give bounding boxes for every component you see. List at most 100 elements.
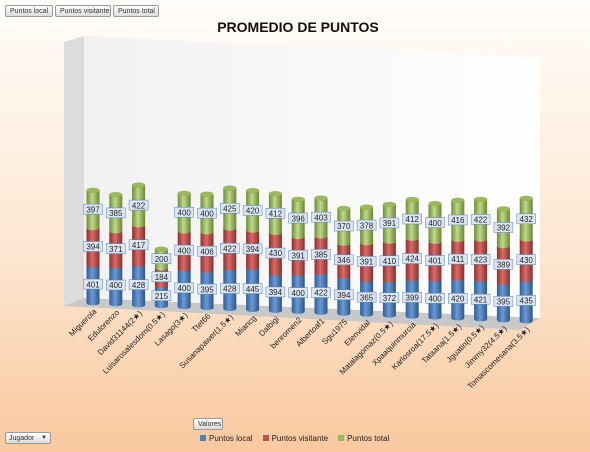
data-label: 416	[448, 214, 468, 226]
data-label-box	[174, 244, 194, 256]
data-label: 411	[448, 253, 468, 265]
category-label: Ttet66	[190, 311, 213, 334]
data-label: 430	[516, 254, 536, 265]
data-label: 395	[197, 283, 217, 295]
bar-cap	[473, 196, 488, 203]
data-label: 424	[402, 253, 422, 264]
filter-label: Jugador	[9, 435, 35, 442]
bars: 4013943974003713854284174222151842004004…	[83, 182, 536, 324]
bar-group: 365 391 378	[356, 204, 377, 317]
data-label-box	[151, 290, 172, 301]
bar-cap	[223, 185, 237, 191]
data-label: 397	[83, 203, 103, 215]
bar-group: 400 371 385	[106, 192, 126, 307]
data-label-text: 428	[223, 285, 237, 294]
data-label-text: 400	[178, 208, 192, 217]
bar-cap	[291, 196, 305, 202]
data-label-text: 391	[292, 251, 306, 260]
data-label-box	[242, 205, 263, 216]
data-label-text: 432	[520, 215, 534, 224]
data-label-text: 396	[292, 214, 306, 223]
legend-item-visitante: Puntos visitante	[262, 432, 329, 444]
data-label: 400	[174, 244, 194, 256]
data-label-box	[448, 293, 468, 304]
data-label-text: 391	[383, 219, 397, 228]
data-label: 420	[242, 205, 263, 216]
bar-group: 400 400 400	[174, 190, 194, 310]
data-label-box	[425, 217, 445, 228]
data-label: 391	[356, 256, 377, 267]
data-label: 371	[106, 243, 126, 254]
bar-cap	[154, 246, 169, 252]
data-label: 395	[493, 296, 514, 307]
data-label-box	[106, 207, 126, 219]
data-label-box	[493, 259, 514, 270]
data-label-box	[220, 203, 240, 214]
data-label-text: 423	[474, 256, 488, 265]
legend-label-visitante: Puntos visitante	[271, 433, 329, 443]
data-label-box	[288, 212, 308, 224]
data-label: 430	[265, 247, 286, 259]
data-label: 417	[128, 239, 149, 250]
data-label-text: 200	[155, 255, 169, 264]
data-label-box	[265, 247, 286, 259]
data-label-text: 412	[406, 215, 420, 224]
data-label: 412	[265, 207, 286, 219]
data-label-text: 400	[178, 246, 192, 255]
data-label: 394	[83, 241, 103, 252]
bar-cap	[245, 188, 260, 194]
data-label-box	[311, 287, 331, 298]
bar-group: 395 406 400	[197, 191, 217, 311]
field-button-puntos-local[interactable]: Puntos local	[5, 5, 53, 17]
bar-cap	[359, 204, 374, 210]
bar-cap	[496, 206, 511, 212]
data-label-text: 394	[337, 291, 351, 300]
field-button-puntos-total[interactable]: Puntos total	[113, 5, 159, 17]
data-label-box	[128, 279, 149, 290]
data-label-box	[470, 293, 491, 305]
data-label-text: 406	[200, 247, 214, 256]
data-label-text: 410	[383, 257, 397, 266]
data-label-text: 392	[497, 224, 511, 233]
filter-dropdown[interactable]: Jugador ▼	[5, 432, 51, 444]
data-label: 394	[265, 286, 286, 298]
bar-group: 372 410 391	[379, 201, 400, 318]
data-label-text: 397	[86, 205, 100, 214]
data-label: 422	[311, 287, 331, 298]
data-label-text: 417	[132, 241, 146, 250]
data-label-text: 385	[109, 209, 123, 218]
data-label: 400	[174, 207, 194, 218]
chart-title: PROMEDIO DE PUNTOS	[217, 19, 379, 35]
bar-group: 395 389 392	[493, 206, 514, 323]
data-label: 365	[356, 291, 377, 303]
data-label-box	[106, 279, 126, 291]
data-label: 184	[151, 271, 172, 283]
legend-item-local: Puntos local	[200, 432, 253, 444]
values-button[interactable]: Valores	[193, 418, 223, 430]
data-label-box	[174, 282, 194, 294]
data-label: 372	[379, 292, 400, 303]
data-label-text: 400	[178, 284, 192, 293]
data-label-box	[83, 241, 103, 252]
data-label-text: 399	[406, 294, 420, 303]
bar-cap	[109, 192, 123, 198]
data-label: 428	[220, 283, 240, 294]
data-label-box	[448, 253, 468, 265]
bar-group: 399 424 412	[402, 196, 422, 319]
data-label-box	[197, 245, 217, 257]
data-label-box	[470, 254, 491, 265]
field-button-puntos-visitante[interactable]: Puntos visitante	[55, 5, 111, 17]
data-label-box	[128, 199, 149, 211]
data-label-text: 215	[155, 292, 169, 301]
bar-group: 422 385 403	[311, 195, 331, 315]
data-label-box	[220, 283, 240, 294]
data-label-text: 401	[428, 257, 442, 266]
data-label: 445	[242, 283, 263, 294]
data-label-text: 428	[132, 281, 146, 290]
data-label-box	[197, 283, 217, 295]
data-label: 401	[425, 255, 445, 266]
data-label-box	[356, 256, 377, 267]
data-label-box	[151, 253, 172, 264]
data-label-text: 395	[497, 298, 511, 307]
data-label-text: 365	[360, 293, 374, 302]
